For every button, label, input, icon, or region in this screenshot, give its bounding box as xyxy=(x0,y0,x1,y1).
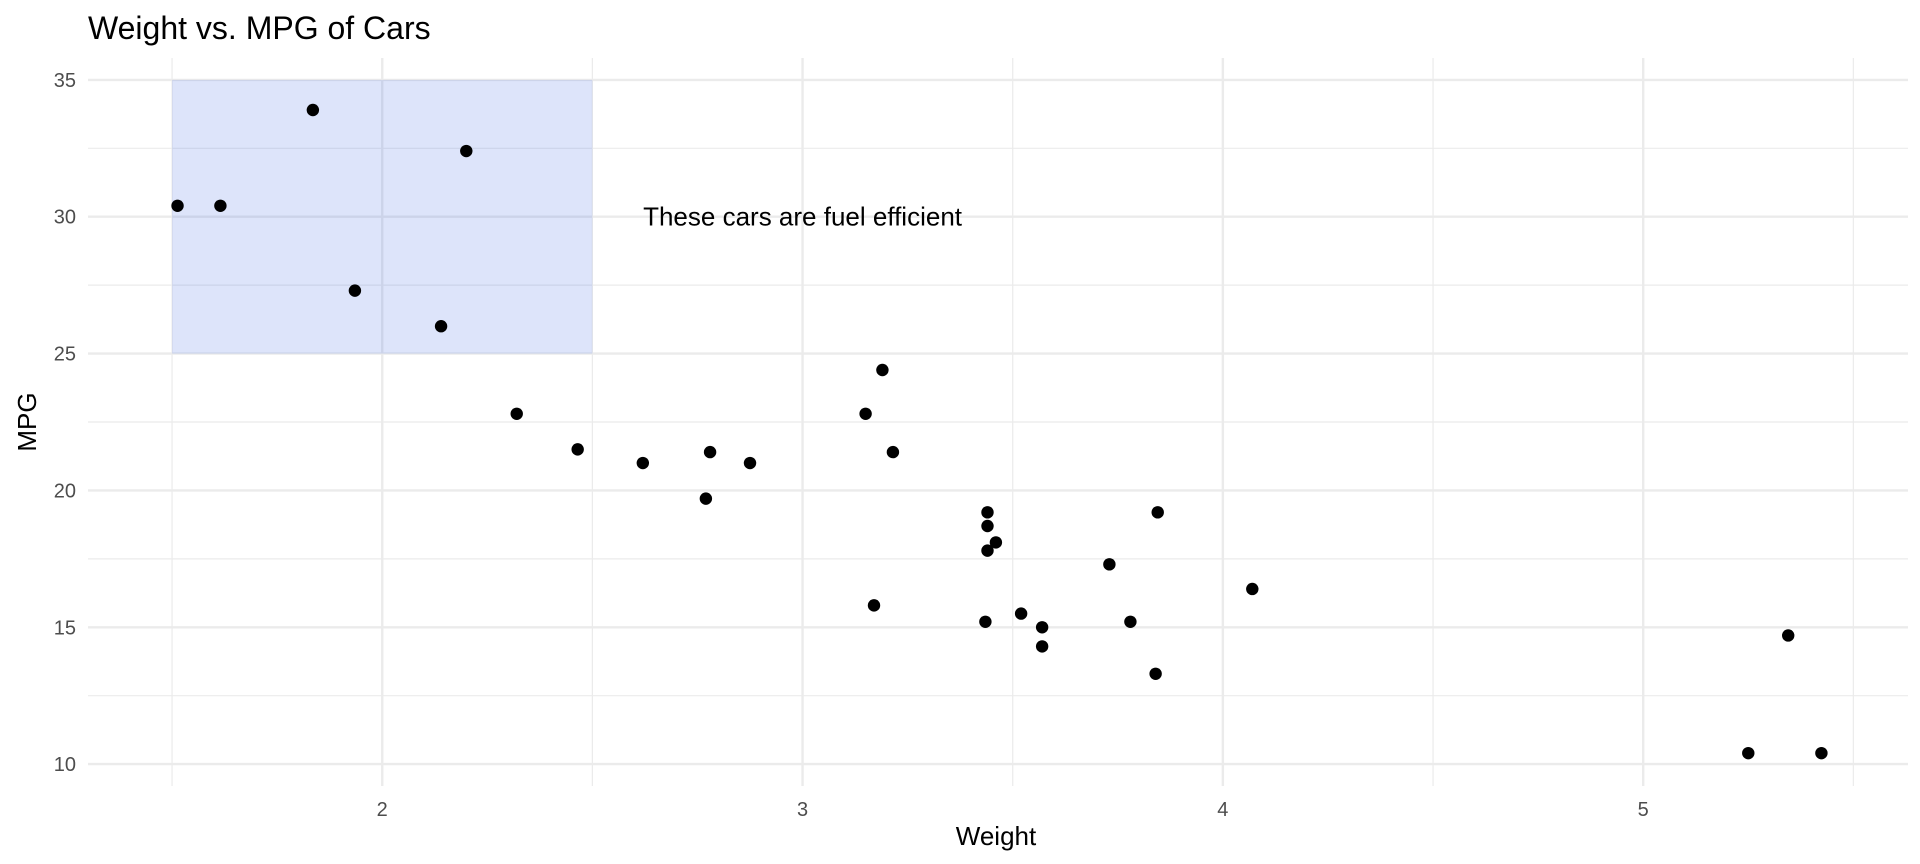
data-point xyxy=(460,144,473,158)
y-tick-label: 15 xyxy=(54,617,76,639)
data-point xyxy=(743,456,757,470)
x-tick-label: 5 xyxy=(1638,799,1649,821)
data-point xyxy=(636,456,650,470)
data-point xyxy=(434,320,448,333)
y-tick-label: 10 xyxy=(54,754,76,776)
minor-gridlines xyxy=(88,58,1908,786)
y-tick-label: 25 xyxy=(54,344,76,366)
major-gridlines xyxy=(88,58,1908,786)
data-point xyxy=(214,199,227,212)
data-point xyxy=(348,284,362,297)
data-point xyxy=(1149,667,1162,680)
y-axis-tick-labels: 10 15 20 25 30 35 xyxy=(54,70,76,776)
data-point xyxy=(886,445,900,459)
data-point xyxy=(699,492,713,505)
data-point xyxy=(876,363,889,377)
data-point xyxy=(859,407,872,420)
data-point xyxy=(510,407,523,420)
data-point xyxy=(989,536,1003,549)
data-point xyxy=(867,599,881,612)
data-point xyxy=(979,615,992,628)
fuel-efficient-highlight-region xyxy=(172,79,593,354)
data-point xyxy=(981,544,994,557)
data-point xyxy=(171,199,184,212)
data-point xyxy=(1035,640,1049,653)
y-tick-label: 30 xyxy=(54,207,76,229)
x-tick-label: 4 xyxy=(1217,799,1228,821)
x-axis-title: Weight xyxy=(956,821,1037,851)
data-point xyxy=(1246,582,1259,596)
data-points xyxy=(171,103,1828,760)
data-point xyxy=(571,443,584,456)
chart-title: Weight vs. MPG of Cars xyxy=(88,10,431,46)
data-point xyxy=(981,506,994,519)
data-point xyxy=(1124,615,1137,628)
annotation-text: These cars are fuel efficient xyxy=(643,202,963,232)
x-axis-tick-labels: 2 3 4 5 xyxy=(377,799,1649,821)
data-point xyxy=(703,445,717,459)
data-point xyxy=(306,103,320,117)
data-point xyxy=(1103,558,1116,571)
data-point xyxy=(981,519,994,533)
x-tick-label: 3 xyxy=(797,799,808,821)
y-tick-label: 35 xyxy=(54,70,76,92)
x-tick-label: 2 xyxy=(377,799,388,821)
y-axis-title: MPG xyxy=(12,392,42,451)
data-point xyxy=(1151,506,1164,519)
data-point xyxy=(1035,621,1049,634)
y-tick-label: 20 xyxy=(54,480,76,502)
data-point xyxy=(1014,607,1028,620)
data-point xyxy=(1815,746,1828,760)
data-point xyxy=(1782,629,1795,642)
data-point xyxy=(1742,746,1755,760)
